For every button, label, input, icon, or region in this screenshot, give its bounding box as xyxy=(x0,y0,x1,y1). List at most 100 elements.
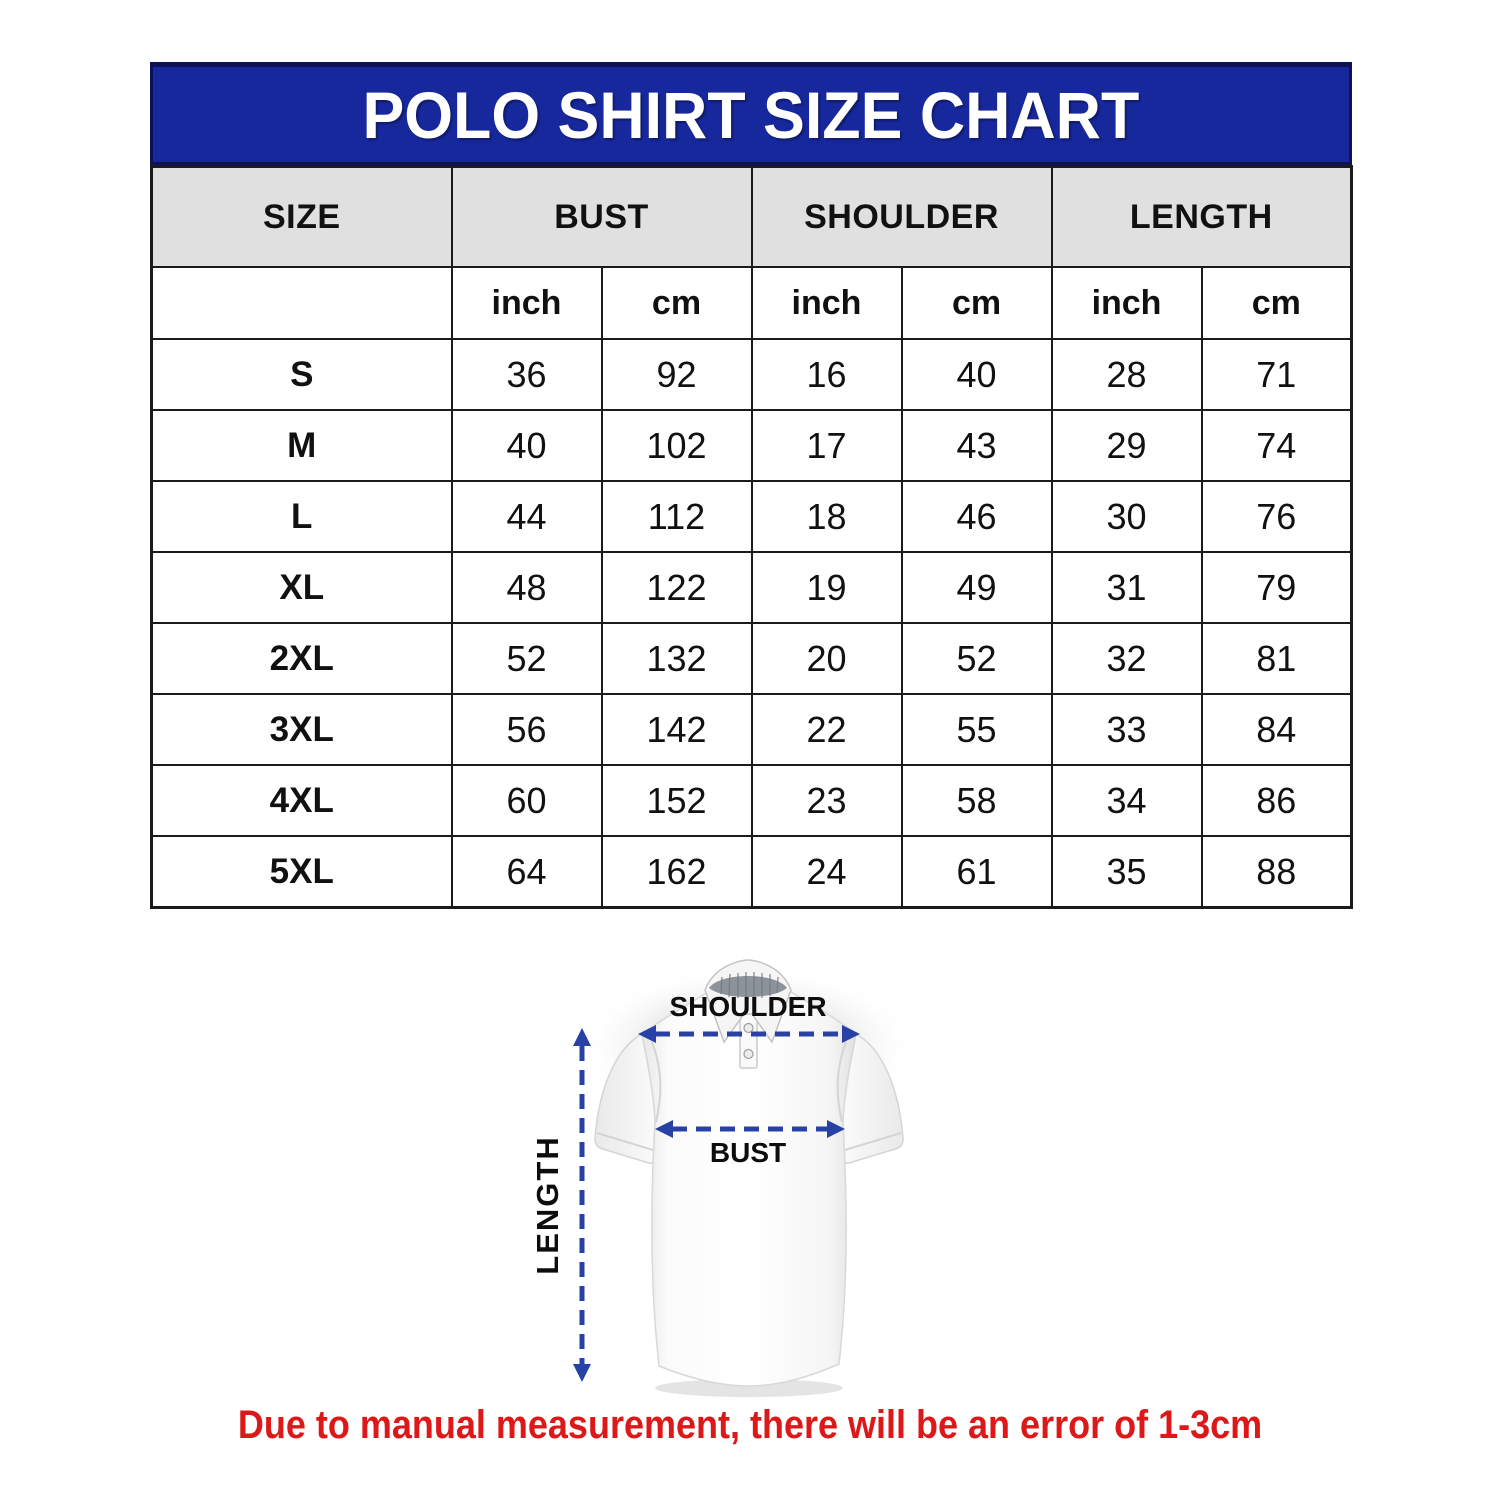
value-cell: 60 xyxy=(450,764,603,837)
value-cell: 30 xyxy=(1050,480,1203,553)
right-armhole-seam xyxy=(836,1041,847,1123)
col-header-bust: BUST xyxy=(450,165,753,268)
button-bottom xyxy=(743,1048,754,1060)
measurement-arrows xyxy=(573,1025,860,1382)
value-cell: 44 xyxy=(450,480,603,553)
value-cell: 43 xyxy=(900,409,1053,482)
value-cell: 32 xyxy=(1050,622,1203,695)
left-cuff-seam xyxy=(596,1132,654,1151)
unit-header: inch xyxy=(1050,266,1203,340)
collar-rib-texture xyxy=(720,972,779,998)
unit-header: cm xyxy=(1200,266,1353,340)
value-cell: 49 xyxy=(900,551,1053,624)
col-header-size: SIZE xyxy=(150,165,453,268)
table-row-4xl: 4XL 60 152 23 58 34 86 xyxy=(150,764,1353,837)
value-cell: 74 xyxy=(1200,409,1353,482)
value-cell: 122 xyxy=(600,551,753,624)
value-cell: 112 xyxy=(600,480,753,553)
value-cell: 33 xyxy=(1050,693,1203,766)
shoulder-arrowhead-right xyxy=(842,1025,860,1043)
table-row-s: S 36 92 16 40 28 71 xyxy=(150,338,1353,411)
value-cell: 22 xyxy=(750,693,903,766)
value-cell: 132 xyxy=(600,622,753,695)
value-cell: 31 xyxy=(1050,551,1203,624)
size-label: XL xyxy=(150,551,453,624)
unit-header: cm xyxy=(600,266,753,340)
value-cell: 17 xyxy=(750,409,903,482)
right-cuff-seam xyxy=(844,1132,902,1151)
col-header-length: LENGTH xyxy=(1050,165,1353,268)
value-cell: 40 xyxy=(450,409,603,482)
measurement-note: Due to manual measurement, there will be… xyxy=(237,1402,1263,1447)
table-header-row: SIZE BUST SHOULDER LENGTH xyxy=(150,165,1353,268)
size-label: L xyxy=(150,480,453,553)
value-cell: 52 xyxy=(900,622,1053,695)
value-cell: 81 xyxy=(1200,622,1353,695)
bust-arrowhead-left xyxy=(655,1120,673,1138)
table-row-2xl: 2XL 52 132 20 52 32 81 xyxy=(150,622,1353,695)
size-label: 3XL xyxy=(150,693,453,766)
value-cell: 56 xyxy=(450,693,603,766)
value-cell: 46 xyxy=(900,480,1053,553)
value-cell: 23 xyxy=(750,764,903,837)
size-label: S xyxy=(150,338,453,411)
value-cell: 88 xyxy=(1200,835,1353,909)
polo-shirt-measurement-diagram: SHOULDER BUST LENGTH xyxy=(530,959,918,1397)
length-label: LENGTH xyxy=(530,1135,565,1274)
value-cell: 152 xyxy=(600,764,753,837)
table-row-3xl: 3XL 56 142 22 55 33 84 xyxy=(150,693,1353,766)
value-cell: 76 xyxy=(1200,480,1353,553)
shoulder-label: SHOULDER xyxy=(669,991,826,1022)
size-label: M xyxy=(150,409,453,482)
size-label: 4XL xyxy=(150,764,453,837)
polo-shirt-illustration xyxy=(578,959,918,1397)
table-row-5xl: 5XL 64 162 24 61 35 88 xyxy=(150,835,1353,909)
neck-opening xyxy=(709,976,787,997)
unit-empty-cell xyxy=(150,266,453,340)
col-header-shoulder: SHOULDER xyxy=(750,165,1053,268)
unit-header: inch xyxy=(450,266,603,340)
value-cell: 64 xyxy=(450,835,603,909)
unit-header-row: inch cm inch cm inch cm xyxy=(150,266,1353,340)
left-armhole-seam xyxy=(651,1041,662,1123)
shoulder-arrowhead-left xyxy=(638,1025,656,1043)
chart-title-banner: POLO SHIRT SIZE CHART xyxy=(150,62,1352,165)
value-cell: 19 xyxy=(750,551,903,624)
value-cell: 29 xyxy=(1050,409,1203,482)
value-cell: 92 xyxy=(600,338,753,411)
hem-shadow xyxy=(655,1379,843,1397)
unit-header: cm xyxy=(900,266,1053,340)
size-table: SIZE BUST SHOULDER LENGTH inch cm inch c… xyxy=(150,165,1354,909)
value-cell: 18 xyxy=(750,480,903,553)
length-arrowhead-bottom xyxy=(573,1364,591,1382)
value-cell: 102 xyxy=(600,409,753,482)
value-cell: 48 xyxy=(450,551,603,624)
bust-arrowhead-right xyxy=(827,1120,845,1138)
value-cell: 55 xyxy=(900,693,1053,766)
page-title: POLO SHIRT SIZE CHART xyxy=(362,77,1140,152)
table-row-m: M 40 102 17 43 29 74 xyxy=(150,409,1353,482)
value-cell: 20 xyxy=(750,622,903,695)
value-cell: 86 xyxy=(1200,764,1353,837)
value-cell: 16 xyxy=(750,338,903,411)
size-label: 2XL xyxy=(150,622,453,695)
value-cell: 35 xyxy=(1050,835,1203,909)
button-top xyxy=(743,1022,754,1034)
value-cell: 28 xyxy=(1050,338,1203,411)
value-cell: 40 xyxy=(900,338,1053,411)
value-cell: 24 xyxy=(750,835,903,909)
value-cell: 34 xyxy=(1050,764,1203,837)
shirt-torso xyxy=(641,986,857,1387)
value-cell: 84 xyxy=(1200,693,1353,766)
value-cell: 36 xyxy=(450,338,603,411)
value-cell: 71 xyxy=(1200,338,1353,411)
unit-header: inch xyxy=(750,266,903,340)
table-row-l: L 44 112 18 46 30 76 xyxy=(150,480,1353,553)
value-cell: 162 xyxy=(600,835,753,909)
value-cell: 79 xyxy=(1200,551,1353,624)
size-label: 5XL xyxy=(150,835,453,909)
length-arrowhead-top xyxy=(573,1028,591,1046)
value-cell: 58 xyxy=(900,764,1053,837)
value-cell: 52 xyxy=(450,622,603,695)
value-cell: 61 xyxy=(900,835,1053,909)
